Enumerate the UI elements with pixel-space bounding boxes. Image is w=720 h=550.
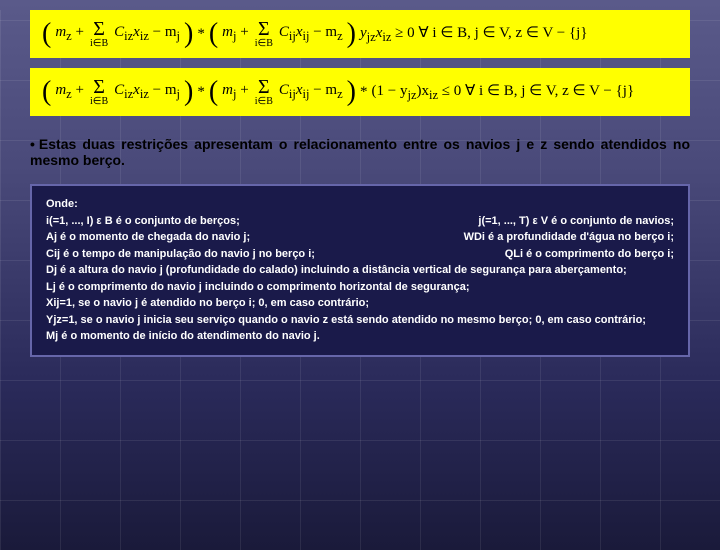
legend-left: Cij é o tempo de manipulação do navio j …: [46, 246, 485, 263]
description-bullet: •Estas duas restrições apresentam o rela…: [30, 136, 690, 168]
legend-row-1: i(=1, ..., I) ε B é o conjunto de berços…: [46, 213, 674, 230]
legend-line: Lj é o comprimento do navio j incluindo …: [46, 279, 674, 296]
legend-right: j(=1, ..., T) ε V é o conjunto de navios…: [478, 213, 674, 230]
legend-box: Onde: i(=1, ..., I) ε B é o conjunto de …: [30, 184, 690, 357]
legend-right: WDi é a profundidade d'água no berço i;: [464, 229, 674, 246]
legend-row-2: Aj é o momento de chegada do navio j; WD…: [46, 229, 674, 246]
bullet-marker: •: [30, 136, 35, 152]
bullet-text-content: Estas duas restrições apresentam o relac…: [30, 136, 690, 168]
legend-left: i(=1, ..., I) ε B é o conjunto de berços…: [46, 213, 458, 230]
formula-box-2: ( mz + Σi∈B Cizxiz − mj ) * ( mj + Σi∈B …: [30, 68, 690, 116]
legend-row-3: Cij é o tempo de manipulação do navio j …: [46, 246, 674, 263]
legend-line: Dj é a altura do navio j (profundidade d…: [46, 262, 674, 279]
legend-right: QLi é o comprimento do berço i;: [505, 246, 674, 263]
legend-title: Onde:: [46, 196, 674, 213]
legend-line: Xij=1, se o navio j é atendido no berço …: [46, 295, 674, 312]
legend-line: Yjz=1, se o navio j inicia seu serviço q…: [46, 312, 674, 329]
legend-left: Aj é o momento de chegada do navio j;: [46, 229, 444, 246]
legend-line: Mj é o momento de início do atendimento …: [46, 328, 674, 345]
formula-1-content: ( mz + Σi∈B Cizxiz − mj ) * ( mj + Σi∈B …: [42, 18, 678, 50]
formula-2-content: ( mz + Σi∈B Cizxiz − mj ) * ( mj + Σi∈B …: [42, 76, 678, 108]
formula-box-1: ( mz + Σi∈B Cizxiz − mj ) * ( mj + Σi∈B …: [30, 10, 690, 58]
